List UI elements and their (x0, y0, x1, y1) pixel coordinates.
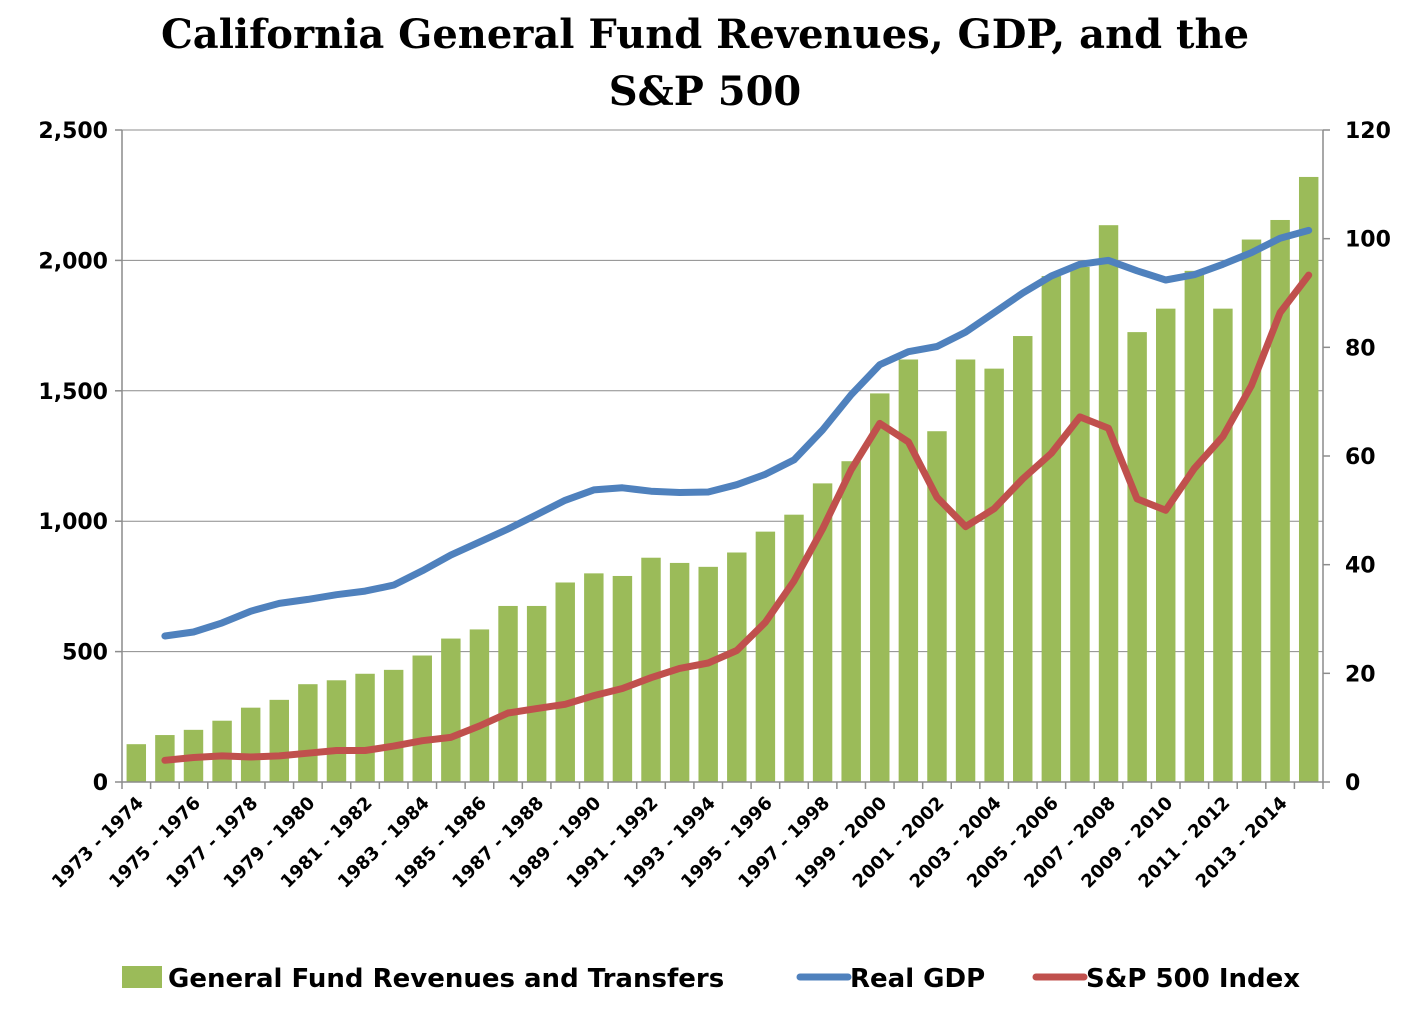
bar (669, 562, 690, 782)
right-tick-label: 100 (1345, 228, 1391, 253)
bar (755, 531, 776, 782)
bar (526, 605, 547, 782)
bar (240, 707, 261, 782)
bar (898, 359, 919, 782)
right-tick-label: 20 (1345, 662, 1376, 687)
bar (584, 573, 604, 782)
bar (383, 669, 404, 782)
legend-label: S&P 500 Index (1086, 964, 1300, 994)
bar (641, 557, 661, 782)
right-tick-label: 0 (1345, 771, 1360, 796)
left-axis-ticks: 0 500 1,000 1,500 2,000 2,500 (38, 119, 108, 796)
legend-swatch (122, 966, 162, 988)
right-tick-label: 40 (1345, 554, 1376, 579)
right-tick-label: 80 (1345, 336, 1376, 361)
bar (126, 744, 147, 782)
bar (784, 514, 804, 782)
bar (1184, 270, 1205, 782)
bar (1070, 266, 1090, 782)
bar (269, 699, 289, 782)
gridlines (122, 129, 1323, 653)
line-series (161, 226, 1313, 764)
bar (1127, 332, 1147, 782)
bar (1013, 336, 1033, 782)
bar (1213, 308, 1233, 782)
bar (412, 655, 432, 782)
right-tick-label: 60 (1345, 445, 1376, 470)
bar (1098, 225, 1119, 782)
bar (727, 552, 747, 782)
right-axis-ticks: 0 20 40 60 80 100 120 (1345, 119, 1391, 796)
left-tick-label: 2,000 (38, 249, 108, 274)
bar (870, 393, 890, 782)
bar (927, 431, 947, 782)
chart-title-line-2: S&P 500 (609, 68, 802, 115)
bar (698, 566, 718, 782)
bar-series (126, 176, 1319, 783)
left-tick-label: 2,500 (38, 119, 108, 144)
chart-title: California General Fund Revenues, GDP, a… (161, 11, 1249, 58)
bar (1156, 308, 1176, 782)
bar (441, 638, 461, 782)
bar (298, 684, 318, 782)
left-tick-label: 0 (93, 771, 108, 796)
bar (469, 629, 490, 782)
legend: General Fund Revenues and Transfers Real … (122, 964, 1300, 994)
bar (1270, 219, 1290, 782)
right-tick-label: 120 (1345, 119, 1391, 144)
bar (1298, 176, 1319, 783)
bar (1041, 276, 1062, 782)
series-line-s-p-500-index (161, 271, 1313, 764)
axes (115, 129, 1330, 789)
bar (555, 582, 575, 782)
left-tick-label: 1,000 (38, 510, 108, 535)
bar (812, 483, 833, 782)
left-tick-label: 500 (62, 641, 108, 666)
bar (841, 461, 861, 782)
bar (498, 605, 518, 782)
left-tick-label: 1,500 (38, 380, 108, 405)
bar (612, 575, 633, 782)
bar (955, 359, 976, 782)
legend-label: Real GDP (850, 964, 985, 994)
bar (355, 673, 375, 782)
series-line-real-gdp (161, 226, 1313, 640)
bar (1241, 239, 1262, 782)
bar (212, 720, 232, 782)
bar (326, 680, 347, 782)
bar (984, 368, 1004, 782)
legend-label: General Fund Revenues and Transfers (168, 964, 724, 994)
